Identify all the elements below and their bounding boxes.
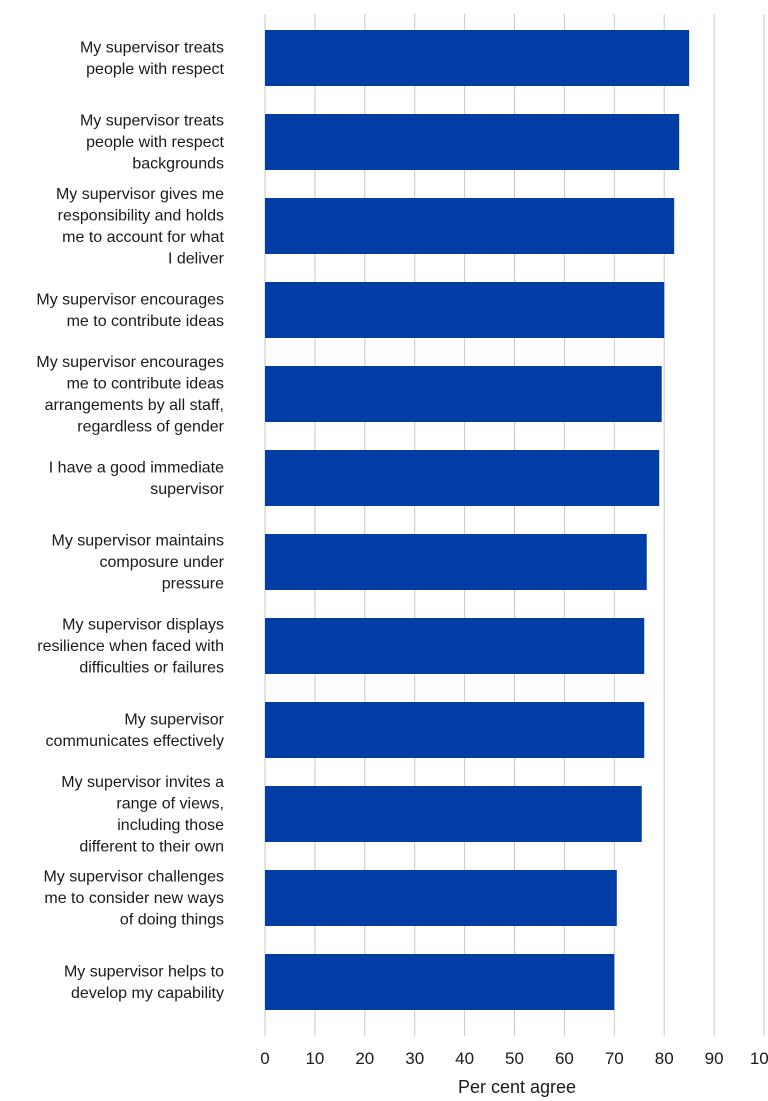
category-label-line: including those bbox=[117, 817, 224, 834]
category-label: My supervisor helps to develop my capabil… bbox=[64, 963, 224, 1002]
bar bbox=[265, 450, 660, 506]
category-labels: My supervisor treats people with respectM… bbox=[36, 39, 224, 1002]
category-label: I have a good immediate supervisor bbox=[49, 459, 225, 498]
category-label-line: My supervisor treats bbox=[80, 39, 224, 56]
x-tick-labels: 0 10 20 30 40 50 60 70 80 90 100 bbox=[260, 1049, 768, 1068]
category-label-line: My supervisor displays bbox=[62, 617, 224, 634]
category-label-line: My supervisor encourages bbox=[36, 291, 224, 308]
bar bbox=[265, 30, 690, 86]
x-tick-label: 50 bbox=[505, 1049, 524, 1068]
x-tick-label: 40 bbox=[455, 1049, 474, 1068]
category-label-line: My supervisor challenges bbox=[43, 869, 224, 886]
category-label-line: pressure bbox=[162, 576, 224, 593]
x-tick-label: 20 bbox=[355, 1049, 374, 1068]
category-label-line: people with respect bbox=[86, 134, 224, 151]
category-label: My supervisor treats people with respect bbox=[80, 39, 225, 78]
category-label: My supervisor encourages me to contribute… bbox=[36, 291, 224, 330]
category-label: My supervisor communicates effectively bbox=[46, 711, 225, 750]
gridlines bbox=[264, 14, 765, 1036]
category-label-line: My supervisor invites a bbox=[61, 774, 224, 791]
bar bbox=[265, 702, 645, 758]
x-axis-title: Per cent agree bbox=[458, 1077, 576, 1097]
category-label: My supervisor encourages me to contribute… bbox=[36, 354, 224, 436]
category-label: My supervisor displays resilience when fa… bbox=[37, 617, 224, 677]
category-label-line: arrangements by all staff, bbox=[45, 397, 224, 414]
x-tick-label: 60 bbox=[555, 1049, 574, 1068]
category-label: My supervisor challenges me to consider n… bbox=[43, 869, 224, 929]
category-label-line: communicates effectively bbox=[46, 733, 224, 750]
category-label-line: me to contribute ideas bbox=[67, 313, 224, 330]
category-label: My supervisor invites a range of views, in… bbox=[61, 774, 224, 856]
x-tick-label: 80 bbox=[655, 1049, 674, 1068]
category-label-line: me to contribute ideas bbox=[67, 375, 224, 392]
bar bbox=[265, 198, 675, 254]
bar bbox=[265, 282, 665, 338]
category-label-line: My supervisor treats bbox=[80, 113, 224, 130]
category-label-line: me to account for what bbox=[62, 229, 224, 246]
category-label-line: different to their own bbox=[79, 838, 224, 855]
x-tick-label: 30 bbox=[405, 1049, 424, 1068]
category-label-line: difficulties or failures bbox=[79, 660, 224, 677]
category-label-line: resilience when faced with bbox=[37, 638, 224, 655]
bar bbox=[265, 534, 647, 590]
category-label-line: develop my capability bbox=[71, 985, 224, 1002]
category-label-line: My supervisor helps to bbox=[64, 963, 224, 980]
category-label-line: backgrounds bbox=[132, 156, 224, 173]
x-tick-label: 100 bbox=[750, 1049, 768, 1068]
bar bbox=[265, 618, 645, 674]
bar bbox=[265, 114, 680, 170]
category-label-line: of doing things bbox=[120, 912, 224, 929]
category-label-line: My supervisor maintains bbox=[52, 533, 225, 550]
category-label-line: My supervisor encourages bbox=[36, 354, 224, 371]
x-tick-label: 10 bbox=[305, 1049, 324, 1068]
category-label-line: responsibility and holds bbox=[58, 207, 224, 224]
category-label-line: supervisor bbox=[150, 481, 224, 498]
category-label-line: My supervisor gives me bbox=[56, 186, 224, 203]
category-label-line: I deliver bbox=[168, 250, 225, 267]
category-label: My supervisor gives me responsibility and… bbox=[56, 186, 225, 268]
x-tick-label: 90 bbox=[705, 1049, 724, 1068]
category-label-line: regardless of gender bbox=[77, 418, 224, 435]
bar bbox=[265, 786, 642, 842]
x-tick-label: 70 bbox=[605, 1049, 624, 1068]
bar bbox=[265, 870, 617, 926]
category-label: My supervisor treats people with respect b… bbox=[80, 113, 225, 173]
category-label: My supervisor maintains composure under pr… bbox=[52, 533, 225, 593]
category-label-line: people with respect bbox=[86, 61, 224, 78]
category-label-line: me to consider new ways bbox=[44, 890, 224, 907]
bar bbox=[265, 954, 615, 1010]
category-label-line: range of views, bbox=[116, 795, 224, 812]
category-label-line: I have a good immediate bbox=[49, 459, 224, 476]
bar bbox=[265, 366, 662, 422]
bars bbox=[265, 30, 690, 1010]
x-tick-label: 0 bbox=[260, 1049, 269, 1068]
category-label-line: composure under bbox=[99, 554, 224, 571]
category-label-line: My supervisor bbox=[124, 711, 224, 728]
